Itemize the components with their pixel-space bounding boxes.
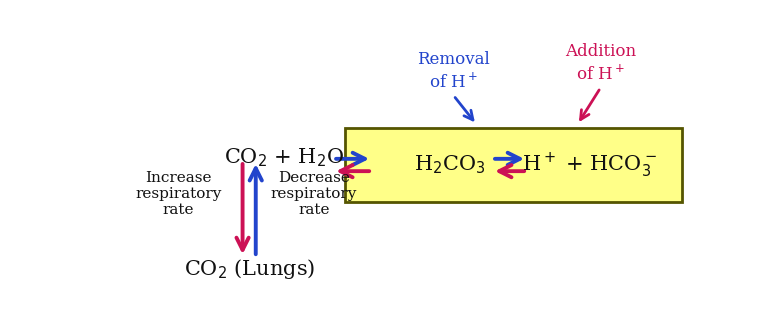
FancyBboxPatch shape	[345, 128, 682, 202]
Text: of H$^+$: of H$^+$	[429, 73, 478, 92]
Text: Addition: Addition	[565, 43, 636, 60]
Text: CO$_2$ + H$_2$O: CO$_2$ + H$_2$O	[224, 146, 345, 169]
Text: CO$_2$ (Lungs): CO$_2$ (Lungs)	[184, 257, 315, 280]
Text: Increase
respiratory
rate: Increase respiratory rate	[135, 171, 222, 217]
Text: Removal: Removal	[417, 51, 490, 68]
Text: of H$^+$: of H$^+$	[576, 65, 625, 84]
Text: Decrease
respiratory
rate: Decrease respiratory rate	[270, 171, 357, 217]
Text: H$^+$ + HCO$_3^-$: H$^+$ + HCO$_3^-$	[522, 150, 656, 180]
Text: H$_2$CO$_3$: H$_2$CO$_3$	[414, 154, 485, 176]
